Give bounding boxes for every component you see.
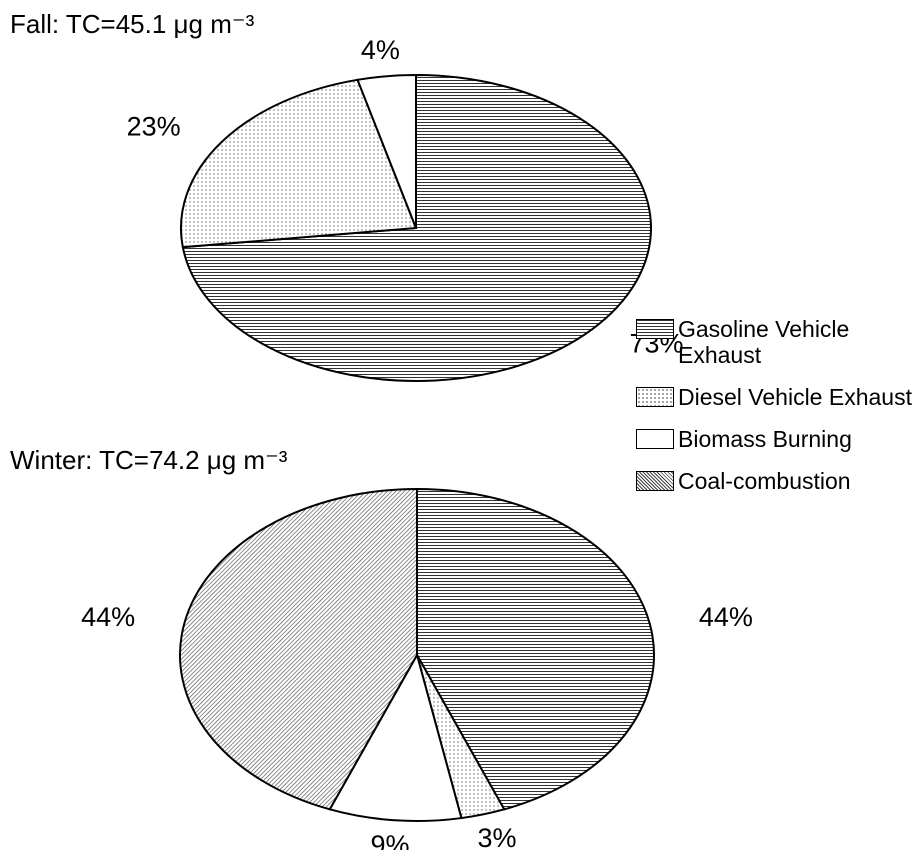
legend-swatch <box>636 319 674 339</box>
chart-title: Fall: TC=45.1 μg m⁻³ <box>10 9 255 39</box>
pie-slice <box>416 487 655 811</box>
legend-label: Biomass Burning <box>678 426 852 452</box>
pie-slice <box>356 73 417 229</box>
data-label: 23% <box>127 111 181 141</box>
legend: Gasoline Vehicle Exhaust Diesel Vehicle E… <box>636 316 912 510</box>
legend-item: Diesel Vehicle Exhaust <box>636 384 912 410</box>
pie-slice <box>179 487 418 811</box>
legend-swatch <box>636 471 674 491</box>
legend-label: Gasoline Vehicle Exhaust <box>678 316 850 368</box>
pie-slice <box>328 652 463 822</box>
data-label: 4% <box>361 35 400 65</box>
legend-item: Biomass Burning <box>636 426 912 452</box>
data-label: 44% <box>699 602 753 632</box>
legend-swatch <box>636 429 674 449</box>
legend-item: Coal-combustion <box>636 468 912 494</box>
data-label: 44% <box>81 602 135 632</box>
data-label: 9% <box>370 830 409 850</box>
data-label: 3% <box>478 823 517 850</box>
legend-item: Gasoline Vehicle Exhaust <box>636 316 912 368</box>
legend-label: Coal-combustion <box>678 468 851 494</box>
chart-title: Winter: TC=74.2 μg m⁻³ <box>10 445 288 475</box>
pie-slice <box>180 78 418 249</box>
legend-swatch <box>636 387 674 407</box>
legend-label: Diesel Vehicle Exhaust <box>678 384 912 410</box>
